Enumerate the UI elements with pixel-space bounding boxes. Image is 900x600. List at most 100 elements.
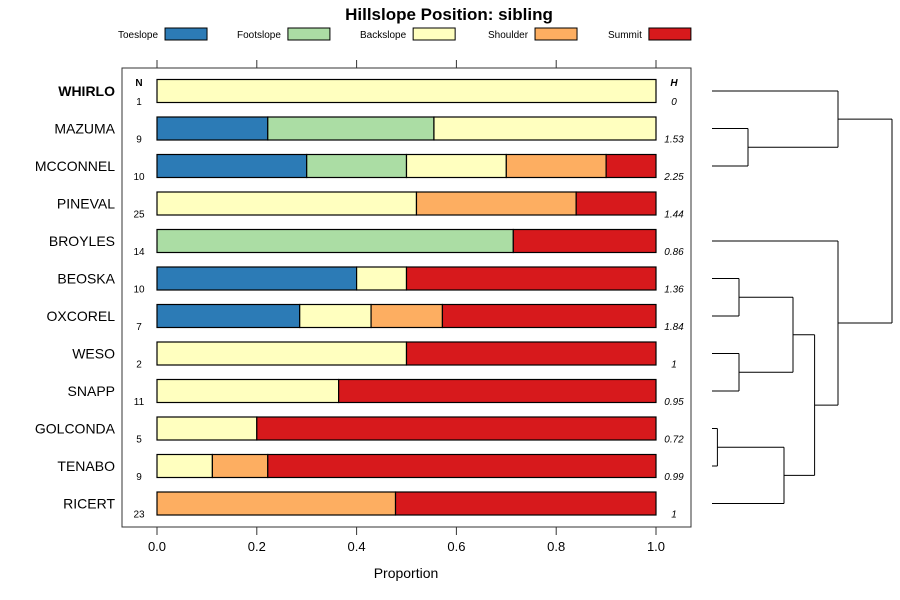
bar-segment-backslope (299, 303, 372, 329)
row-label: TENABO (57, 458, 115, 474)
legend: Toeslope Footslope Backslope Shoulder Summit (118, 27, 692, 41)
x-axis: 0.0 0.2 0.4 0.6 0.8 1.0 (148, 60, 665, 554)
bar-segment-toeslope (156, 153, 308, 179)
row-label: BROYLES (49, 233, 115, 249)
row-golconda: GOLCONDA 5 0.72 (35, 416, 684, 446)
h-value: 0.95 (664, 397, 684, 408)
legend-swatch-summit (648, 27, 692, 41)
h-value: 0.99 (664, 472, 684, 483)
n-value: 25 (133, 210, 145, 221)
n-value: 9 (136, 135, 142, 146)
row-label: OXCOREL (47, 308, 116, 324)
bar-segment-shoulder (505, 153, 607, 179)
plot-frame (121, 67, 692, 528)
row-snapp: SNAPP 11 0.95 (68, 378, 684, 408)
bar-segment-backslope (156, 78, 657, 104)
bar-segment-toeslope (156, 116, 269, 141)
n-value: 10 (133, 172, 145, 183)
legend-swatch-toeslope (164, 27, 208, 41)
row-label: WHIRLO (58, 83, 115, 99)
legend-swatch-backslope (412, 27, 456, 41)
legend-label-toeslope: Toeslope (118, 30, 158, 41)
dendrogram (712, 90, 893, 504)
bar-segment-summit (338, 378, 657, 404)
row-label: MCCONNEL (35, 158, 115, 174)
n-value: 5 (136, 435, 142, 446)
n-value: 2 (136, 360, 142, 371)
bar-segment-summit (405, 341, 657, 366)
row-pineval: PINEVAL 25 1.44 (57, 191, 684, 221)
x-tick-label: 0.2 (248, 539, 266, 554)
row-label: WESO (72, 346, 115, 362)
row-oxcorel: OXCOREL 7 1.84 (47, 303, 684, 333)
row-tenabo: TENABO 9 0.99 (57, 453, 684, 483)
legend-swatch-footslope (287, 27, 331, 41)
bar-segment-summit (267, 453, 657, 479)
bar-segment-summit (605, 153, 657, 179)
bar-segment-summit (441, 303, 657, 329)
h-value: 0.72 (664, 435, 684, 446)
row-weso: WESO 2 1 (72, 341, 677, 371)
bar-segment-backslope (156, 341, 408, 366)
bar-segment-backslope (156, 191, 418, 216)
bar-segment-toeslope (156, 266, 358, 291)
row-label: BEOSKA (57, 271, 115, 287)
bar-segment-summit (405, 266, 657, 291)
h-value: 1 (671, 360, 677, 371)
bar-segment-shoulder (370, 303, 444, 329)
bar-segment-shoulder (211, 453, 269, 479)
n-value: 23 (133, 510, 145, 521)
row-mcconnel: MCCONNEL 10 2.25 (35, 153, 684, 183)
row-label: MAZUMA (54, 121, 115, 137)
row-label: RICERT (63, 496, 115, 512)
x-tick-label: 0.8 (547, 539, 565, 554)
bar-segment-shoulder (415, 191, 577, 216)
bar-segment-backslope (433, 116, 657, 141)
n-value: 10 (133, 285, 145, 296)
x-tick-label: 0.4 (348, 539, 366, 554)
h-value: 0 (671, 97, 677, 108)
bar-segment-summit (512, 228, 657, 254)
legend-label-summit: Summit (608, 30, 642, 41)
bar-segment-backslope (156, 453, 213, 479)
h-value: 1.44 (664, 210, 684, 221)
row-label: PINEVAL (57, 196, 115, 212)
chart-title: Hillslope Position: sibling (345, 5, 553, 24)
x-axis-title: Proportion (374, 565, 439, 581)
bar-segment-toeslope (156, 303, 301, 329)
n-value: 14 (133, 247, 145, 258)
row-broyles: BROYLES 14 0.86 (49, 228, 684, 258)
row-ricert: RICERT 23 1 (63, 491, 677, 521)
bar-segment-backslope (156, 416, 258, 441)
legend-label-footslope: Footslope (237, 30, 281, 41)
bar-segment-backslope (356, 266, 408, 291)
x-tick-label: 0.0 (148, 539, 166, 554)
h-value: 2.25 (663, 172, 684, 183)
n-value: 7 (136, 322, 142, 333)
n-column-header: N (135, 78, 142, 89)
bar-segment-summit (575, 191, 657, 216)
h-column-header: H (670, 78, 678, 89)
h-value: 1 (671, 510, 677, 521)
h-value: 1.53 (664, 135, 684, 146)
legend-label-shoulder: Shoulder (488, 30, 529, 41)
bar-segment-shoulder (156, 491, 397, 516)
h-value: 1.84 (664, 322, 684, 333)
h-value: 0.86 (664, 247, 684, 258)
row-beoska: BEOSKA 10 1.36 (57, 266, 684, 296)
legend-swatch-shoulder (534, 27, 578, 41)
bar-segment-summit (394, 491, 657, 516)
row-mazuma: MAZUMA 9 1.53 (54, 116, 684, 146)
legend-label-backslope: Backslope (360, 30, 407, 41)
n-value: 11 (134, 397, 145, 408)
row-whirlo: WHIRLO 1 0 (58, 78, 677, 108)
n-value: 1 (136, 97, 142, 108)
n-value: 9 (136, 472, 142, 483)
row-label: SNAPP (68, 383, 115, 399)
h-value: 1.36 (664, 285, 684, 296)
x-tick-label: 0.6 (447, 539, 465, 554)
row-label: GOLCONDA (35, 421, 116, 437)
bar-segment-footslope (306, 153, 408, 179)
